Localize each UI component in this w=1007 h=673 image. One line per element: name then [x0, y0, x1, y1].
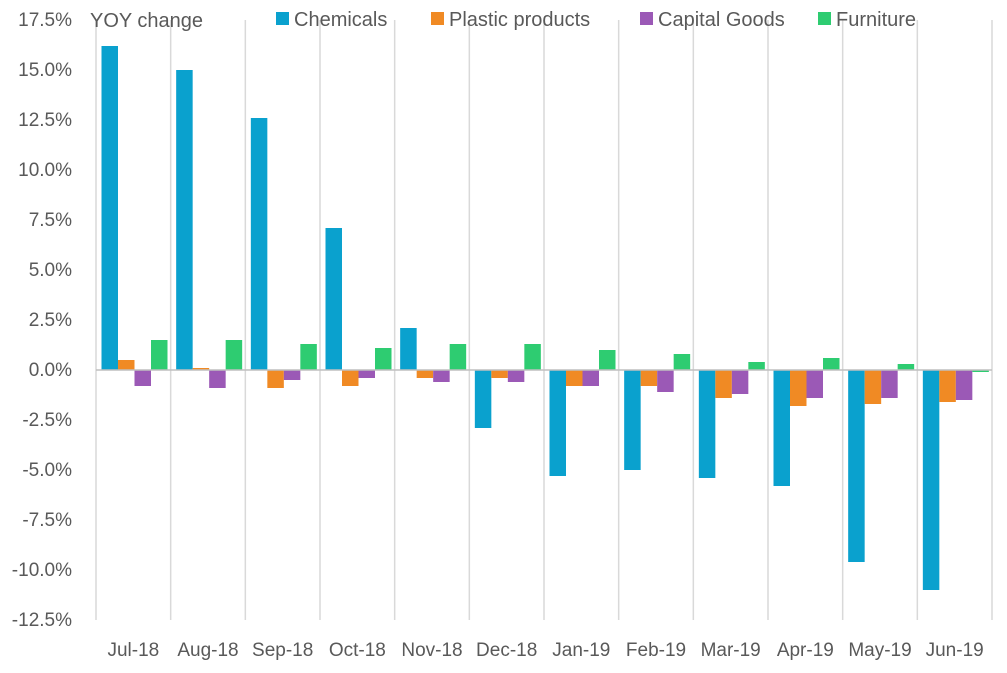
bar-chemicals — [848, 370, 865, 562]
x-category-label: Jun-19 — [926, 640, 984, 661]
x-axis-categories: Jul-18 Aug-18 Sep-18 Oct-18 Nov-18 Dec-18 Jan-… — [107, 640, 983, 661]
bar-furniture — [151, 340, 168, 370]
legend-label: Furniture — [836, 9, 916, 31]
bar-plastic-products — [267, 370, 284, 388]
bar-capital-goods — [955, 370, 973, 400]
y-tick-label: -7.5% — [22, 510, 72, 531]
bar-capital-goods — [283, 370, 301, 380]
bar-chemicals — [773, 370, 790, 486]
bar-plastic-products — [566, 370, 583, 386]
bar-plastic-products — [416, 370, 434, 378]
legend-swatch — [276, 12, 289, 25]
bar-chemicals — [474, 370, 492, 428]
legend-item: Furniture — [818, 9, 916, 31]
legend-item: Chemicals — [276, 9, 387, 31]
y-axis-label: YOY change — [90, 10, 203, 32]
bar-capital-goods — [657, 370, 674, 392]
x-category-label: Oct-18 — [329, 640, 386, 661]
x-category-label: Apr-19 — [777, 640, 834, 661]
x-category-label: Sep-18 — [252, 640, 313, 661]
bar-capital-goods — [881, 370, 898, 398]
legend-swatch — [640, 12, 653, 25]
bar-plastic-products — [342, 370, 359, 386]
legend-label: Chemicals — [294, 9, 387, 31]
category-separators — [95, 20, 993, 620]
legend-swatch — [818, 12, 831, 25]
y-tick-label: 12.5% — [18, 110, 72, 131]
bar-furniture — [375, 348, 392, 370]
bar-furniture — [823, 358, 840, 370]
y-tick-label: 5.0% — [29, 260, 72, 281]
bar-furniture — [524, 344, 541, 370]
bar-capital-goods — [507, 370, 525, 382]
legend: Chemicals Plastic products Capital Goods Fu… — [276, 9, 916, 31]
y-tick-label: -10.0% — [12, 560, 72, 581]
bar-capital-goods — [358, 370, 375, 378]
x-category-label: Feb-19 — [626, 640, 686, 661]
y-tick-label: 0.0% — [29, 360, 72, 381]
bar-plastic-products — [864, 370, 882, 404]
bar-chemicals — [922, 370, 940, 590]
bar-furniture — [897, 364, 915, 370]
bar-furniture — [225, 340, 243, 370]
y-tick-label: -12.5% — [12, 610, 72, 631]
bar-chemicals — [698, 370, 716, 478]
y-axis-ticks: 17.5% 15.0% 12.5% 10.0% 7.5% 5.0% 2.5% 0.0% -2.5… — [12, 10, 72, 631]
bar-capital-goods — [209, 370, 226, 388]
legend-swatch — [431, 12, 444, 25]
y-tick-label: 10.0% — [18, 160, 72, 181]
bar-capital-goods — [134, 370, 151, 386]
bar-furniture — [599, 350, 616, 370]
x-category-label: Dec-18 — [476, 640, 537, 661]
bars — [101, 46, 989, 590]
y-tick-label: 2.5% — [29, 310, 72, 331]
y-tick-label: 7.5% — [29, 210, 72, 231]
bar-chemicals — [325, 228, 342, 370]
bar-chemicals — [176, 70, 193, 370]
bar-plastic-products — [640, 370, 658, 386]
y-tick-label: -5.0% — [22, 460, 72, 481]
bar-plastic-products — [715, 370, 732, 398]
bar-furniture — [673, 354, 691, 370]
x-category-label: Mar-19 — [701, 640, 761, 661]
x-category-label: Jan-19 — [552, 640, 610, 661]
y-tick-label: -2.5% — [22, 410, 72, 431]
bar-plastic-products — [118, 360, 135, 370]
bar-plastic-products — [491, 370, 508, 378]
y-tick-label: 17.5% — [18, 10, 72, 31]
bar-plastic-products — [939, 370, 956, 402]
bar-chemicals — [250, 118, 268, 370]
bar-capital-goods — [806, 370, 823, 398]
bar-capital-goods — [582, 370, 599, 386]
x-category-label: Aug-18 — [177, 640, 238, 661]
legend-label: Capital Goods — [658, 9, 785, 31]
bar-capital-goods — [731, 370, 749, 394]
bar-plastic-products — [192, 368, 210, 370]
legend-item: Plastic products — [431, 9, 590, 31]
bar-furniture — [748, 362, 765, 370]
bar-plastic-products — [790, 370, 807, 406]
bar-chemicals — [101, 46, 118, 370]
bar-capital-goods — [433, 370, 450, 382]
x-category-label: May-19 — [848, 640, 911, 661]
y-tick-label: 15.0% — [18, 60, 72, 81]
bar-furniture — [300, 344, 317, 370]
x-category-label: Jul-18 — [107, 640, 159, 661]
bar-furniture — [449, 344, 467, 370]
bar-furniture — [972, 370, 989, 372]
bar-chemicals — [624, 370, 641, 470]
bar-chemicals — [549, 370, 566, 476]
legend-item: Capital Goods — [640, 9, 785, 31]
legend-label: Plastic products — [449, 9, 590, 31]
bar-chemicals — [400, 328, 417, 370]
x-category-label: Nov-18 — [401, 640, 462, 661]
